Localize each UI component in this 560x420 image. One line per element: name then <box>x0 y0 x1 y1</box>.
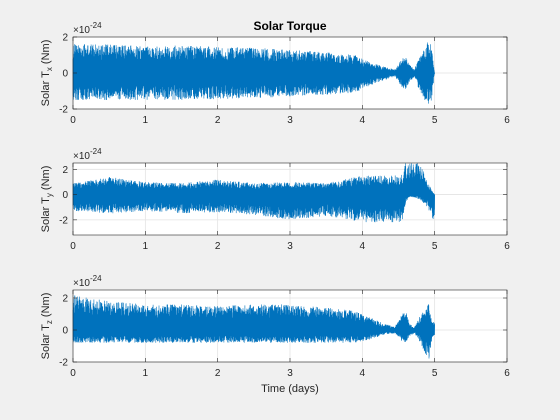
y-axis-label: Solar Tz (Nm) <box>40 293 54 360</box>
series-line <box>72 42 435 104</box>
y-exponent-label: ×10-24 <box>73 147 102 162</box>
x-tick-label: 4 <box>360 368 366 379</box>
y-tick-label: 2 <box>62 165 68 176</box>
x-tick-label: 5 <box>432 241 438 252</box>
y-exponent-label: ×10-24 <box>73 274 102 289</box>
x-tick-label: 2 <box>215 241 221 252</box>
series-line <box>72 163 435 223</box>
y-tick-label: 2 <box>62 294 68 305</box>
y-tick-label: -2 <box>59 215 68 226</box>
x-tick-label: 6 <box>504 368 510 379</box>
x-axis-label: Time (days) <box>261 383 319 395</box>
x-tick-label: 6 <box>504 241 510 252</box>
x-tick-label: 1 <box>143 241 149 252</box>
x-tick-label: 5 <box>432 115 438 126</box>
series-line <box>72 295 435 359</box>
y-exponent-label: ×10-24 <box>73 21 102 36</box>
y-tick-label: -2 <box>59 358 68 369</box>
x-tick-label: 6 <box>504 115 510 126</box>
y-tick-label: 0 <box>62 326 68 337</box>
figure-title: Solar Torque <box>253 19 326 33</box>
x-tick-label: 4 <box>360 241 366 252</box>
y-tick-label: -2 <box>59 105 68 116</box>
x-tick-label: 5 <box>432 368 438 379</box>
x-tick-label: 0 <box>70 115 76 126</box>
x-tick-label: 2 <box>215 368 221 379</box>
x-tick-label: 3 <box>287 241 293 252</box>
x-tick-label: 1 <box>143 368 149 379</box>
x-tick-label: 3 <box>287 115 293 126</box>
y-tick-label: 2 <box>62 33 68 44</box>
subplot-2: 0 1 2 3 4 5 6 -2 0 2 ×10-24 Solar Ty (Nm) <box>40 147 510 252</box>
y-tick-label: 0 <box>62 190 68 201</box>
x-tick-label: 1 <box>143 115 149 126</box>
x-tick-label: 0 <box>70 368 76 379</box>
x-tick-label: 3 <box>287 368 293 379</box>
x-tick-label: 2 <box>215 115 221 126</box>
x-tick-label: 0 <box>70 241 76 252</box>
y-tick-label: 0 <box>62 69 68 80</box>
x-tick-label: 4 <box>360 115 366 126</box>
y-axis-label: Solar Ty (Nm) <box>40 166 54 233</box>
y-axis-label: Solar Tx (Nm) <box>40 40 54 107</box>
